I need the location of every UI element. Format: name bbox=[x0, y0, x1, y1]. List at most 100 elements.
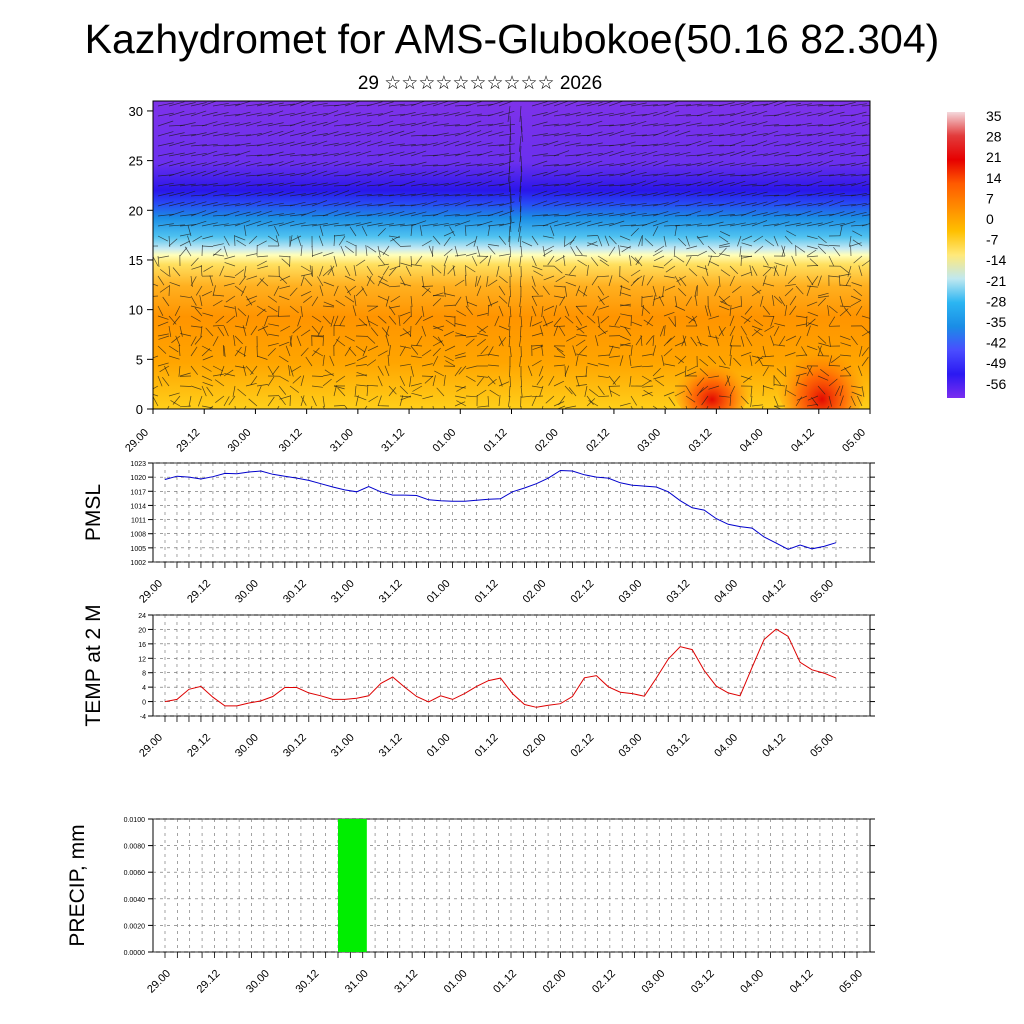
wind-barb bbox=[208, 405, 214, 409]
wind-barb bbox=[641, 305, 644, 317]
wind-barb bbox=[487, 101, 504, 107]
wind-barb bbox=[322, 182, 339, 187]
wind-barb bbox=[828, 395, 832, 407]
wind-barb bbox=[542, 220, 559, 227]
wind-barb bbox=[454, 111, 471, 117]
wind-barb bbox=[517, 225, 522, 242]
wind-barb bbox=[278, 181, 295, 187]
wind-barb bbox=[498, 235, 507, 245]
wind-barb bbox=[599, 259, 610, 267]
wind-barb bbox=[333, 234, 336, 247]
wind-barb bbox=[344, 222, 361, 227]
wind-barb bbox=[168, 392, 180, 397]
wind-barb bbox=[531, 133, 548, 137]
time-tick-label: 02.12 bbox=[584, 427, 612, 455]
wind-barb bbox=[179, 240, 190, 247]
wind-barb bbox=[806, 104, 823, 107]
wind-barb bbox=[641, 275, 645, 287]
wind-barb bbox=[508, 315, 511, 327]
wind-barb bbox=[586, 265, 589, 277]
time-tick-label: 01.00 bbox=[425, 732, 453, 760]
wind-barb bbox=[179, 405, 192, 408]
wind-barb bbox=[619, 402, 631, 407]
wind-barb bbox=[487, 375, 496, 385]
y-tick-label: 1002 bbox=[130, 560, 146, 567]
wind-barb bbox=[641, 220, 658, 227]
wind-barb bbox=[300, 153, 317, 157]
wind-barb bbox=[696, 235, 704, 246]
wind-barb bbox=[770, 335, 775, 347]
wind-barb bbox=[729, 102, 746, 107]
wind-barb bbox=[344, 171, 361, 177]
wind-barb bbox=[158, 335, 170, 340]
wind-barb bbox=[564, 305, 570, 317]
wind-barb bbox=[631, 365, 643, 368]
wind-barb bbox=[410, 345, 419, 355]
wind-barb bbox=[861, 259, 870, 267]
wind-barb bbox=[531, 153, 548, 157]
wind-barb bbox=[399, 395, 404, 407]
wind-barb bbox=[685, 255, 698, 257]
wind-barb bbox=[542, 123, 559, 127]
wind-barb bbox=[509, 265, 512, 277]
wind-barb bbox=[276, 405, 280, 409]
wind-barb bbox=[519, 355, 522, 367]
wind-barb bbox=[795, 372, 807, 377]
wind-barb bbox=[707, 134, 725, 137]
wind-barb bbox=[256, 240, 267, 247]
wind-barb bbox=[579, 345, 588, 355]
wind-barb bbox=[168, 191, 185, 197]
wind-barb bbox=[333, 141, 350, 147]
wind-barb bbox=[564, 112, 581, 117]
wind-barb bbox=[608, 123, 625, 127]
wind-barb bbox=[577, 289, 588, 297]
wind-barb bbox=[355, 364, 367, 367]
wind-barb bbox=[685, 173, 702, 177]
wind-barb bbox=[729, 111, 746, 117]
wind-barb bbox=[475, 275, 478, 287]
wind-barb bbox=[696, 203, 713, 207]
wind-barb bbox=[209, 275, 214, 287]
wind-barb bbox=[267, 347, 276, 357]
wind-barb bbox=[498, 337, 507, 347]
wind-barb bbox=[465, 120, 482, 127]
wind-barb bbox=[729, 385, 736, 397]
wind-barb bbox=[575, 305, 584, 315]
wind-barb bbox=[278, 341, 290, 347]
wind-barb bbox=[432, 222, 449, 227]
wind-barb bbox=[795, 171, 812, 177]
wind-barb bbox=[333, 103, 350, 107]
wind-barb bbox=[663, 174, 680, 177]
wind-barb bbox=[575, 111, 592, 117]
wind-barb bbox=[784, 141, 801, 147]
wind-barb bbox=[355, 324, 367, 327]
y-tick-label: 0 bbox=[136, 402, 143, 417]
wind-barb bbox=[564, 211, 581, 217]
wind-barb bbox=[740, 325, 747, 336]
wind-barb bbox=[828, 245, 841, 247]
wind-barb bbox=[541, 305, 544, 317]
wind-barb bbox=[245, 112, 262, 117]
wind-barb bbox=[256, 385, 262, 397]
wind-barb bbox=[509, 175, 511, 193]
wind-barb bbox=[300, 121, 317, 127]
wind-barb bbox=[857, 395, 863, 407]
wind-barb bbox=[487, 304, 490, 317]
wind-barb bbox=[795, 375, 800, 387]
wind-barb bbox=[630, 405, 633, 409]
wind-barb bbox=[641, 180, 658, 187]
wind-barb bbox=[400, 282, 412, 287]
wind-barb bbox=[410, 192, 427, 197]
wind-barb bbox=[621, 245, 632, 253]
wind-barb bbox=[245, 121, 262, 127]
wind-barb bbox=[685, 122, 702, 127]
wind-barb bbox=[820, 369, 830, 377]
wind-barb bbox=[353, 295, 357, 307]
wind-barb bbox=[309, 265, 313, 277]
wind-barb bbox=[385, 295, 390, 307]
wind-barb bbox=[311, 223, 328, 227]
wind-barb bbox=[385, 335, 390, 347]
wind-barb bbox=[322, 222, 339, 227]
wind-barb bbox=[699, 358, 709, 367]
